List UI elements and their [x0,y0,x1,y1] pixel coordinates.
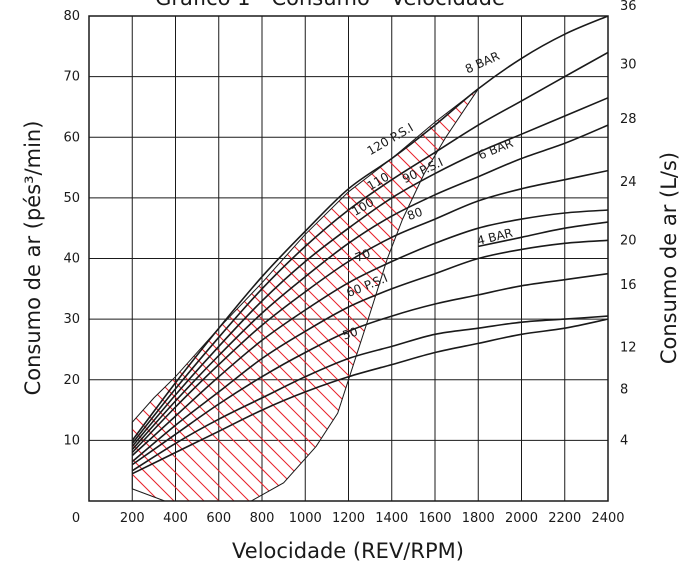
y-right-tick-label: 28 [620,112,637,127]
y-right-tick-label: 4 [620,433,628,448]
y-right-tick-label: 24 [620,175,637,190]
x-tick-label: 0 [72,511,80,526]
series-lines [131,16,608,475]
hatch-line [132,88,355,502]
hatch-line [132,88,370,502]
y-tick-label: 40 [63,252,80,267]
y-tick-label: 50 [63,191,80,206]
x-tick-label: 600 [206,511,231,526]
x-tick-label: 1200 [332,511,365,526]
curve-label: 120 P.S.I [365,120,416,158]
hatch-line [132,88,310,502]
x-tick-label: 2000 [505,511,538,526]
curve-label: 50 [341,325,360,343]
curve-label: 60 P.S.I [344,271,389,300]
chart-title: Gráfico 1 - Consumo - Velocidade [155,0,505,10]
hatch-line [132,88,250,502]
series-line-8-bar [131,16,608,441]
y-right-axis-ticks: 4 8 12 16 20 24 28 30 36 [620,0,637,448]
y-tick-label: 60 [63,130,80,145]
series-line-80 [131,239,608,463]
hatch-line [132,88,295,502]
x-tick-label: 800 [250,511,275,526]
series-line-120-p-s-i [131,51,608,444]
x-tick-label: 400 [163,511,188,526]
recommended-region-outline [131,88,479,502]
curve-label: 8 BAR [463,49,502,77]
curve-label: 4 BAR [476,226,515,248]
curve-label: 100 [349,195,376,219]
y-right-tick-label: 8 [620,382,628,397]
x-axis-ticks: 0 200 400 600 800 1000 1200 1400 1600 1800 2000 220… [72,511,625,526]
series-line-70 [131,272,608,466]
plot-frame [88,15,609,502]
series-line-90-p-s-i [131,209,608,457]
x-tick-label: 2200 [548,511,581,526]
x-tick-label: 1800 [462,511,495,526]
y-right-tick-label: 16 [620,278,637,293]
series-line-4-bar [478,221,608,248]
curve-label: 70 [353,246,372,265]
x-tick-label: 1600 [418,511,451,526]
y-right-tick-label: 12 [620,341,637,356]
y-tick-label: 10 [63,433,80,448]
x-axis-title: Velocidade (REV/RPM) [232,539,464,563]
x-tick-label: 1000 [289,511,322,526]
grid [89,16,608,501]
curve-label: 80 [405,205,424,223]
hatch-line [0,16,99,501]
y-tick-label: 20 [63,373,80,388]
y-right-axis-title: Consumo de ar (L/s) [657,152,681,364]
y-axis-ticks: 10 20 30 40 50 60 70 80 [63,9,80,448]
y-axis-title: Consumo de ar (pés³/min) [21,121,45,396]
y-tick-label: 70 [63,70,80,85]
y-tick-label: 30 [63,312,80,327]
curve-label: 6 BAR [476,136,515,163]
series-line-110 [131,97,608,447]
series-line-100 [131,169,608,454]
x-tick-label: 2400 [591,511,624,526]
hatch-line [132,88,220,502]
series-line-60-p-s-i [131,315,608,472]
hatch-line [132,88,265,502]
series-line-50 [131,318,608,475]
y-tick-label: 80 [63,9,80,24]
y-right-tick-label: 36 [620,0,637,14]
series-line-6-bar [131,124,608,451]
hatch-line [132,88,280,502]
y-right-tick-label: 30 [620,58,637,73]
hatch-line [132,88,340,502]
hatch-line [132,88,325,502]
x-tick-label: 1400 [375,511,408,526]
y-right-tick-label: 20 [620,233,637,248]
x-tick-label: 200 [120,511,145,526]
